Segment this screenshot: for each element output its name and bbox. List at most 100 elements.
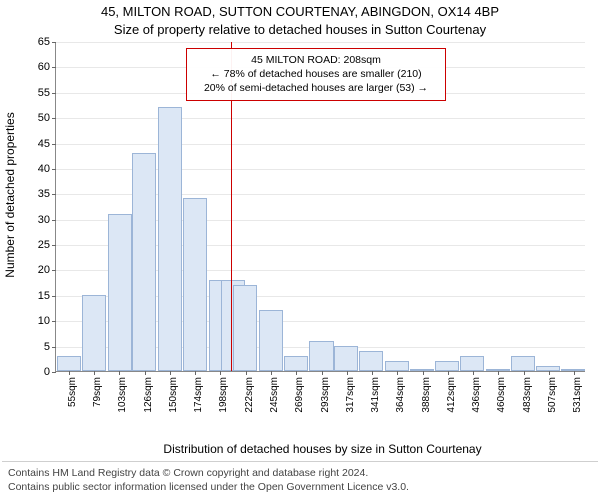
x-tick-mark (423, 371, 424, 375)
histogram-bar (108, 214, 132, 371)
y-tick-label: 55 (38, 87, 50, 99)
gridline (56, 144, 585, 145)
annotation-box: 45 MILTON ROAD: 208sqm ← 78% of detached… (186, 48, 446, 101)
x-tick-label: 436sqm (471, 377, 482, 413)
histogram-bar (561, 369, 585, 371)
x-tick-label: 222sqm (244, 377, 255, 413)
x-tick-mark (524, 371, 525, 375)
histogram-bar (82, 295, 106, 371)
x-tick-label: 341sqm (370, 377, 381, 413)
histogram-bar (259, 310, 283, 371)
annotation-line2: ← 78% of detached houses are smaller (21… (195, 67, 437, 81)
annotation-line3: 20% of semi-detached houses are larger (… (195, 81, 437, 95)
x-tick-mark (322, 371, 323, 375)
y-tick-mark (52, 42, 56, 43)
gridline (56, 118, 585, 119)
histogram-bar (334, 346, 358, 371)
y-tick-label: 30 (38, 214, 50, 226)
histogram-bar (233, 285, 257, 371)
y-tick-label: 45 (38, 138, 50, 150)
histogram-bar (309, 341, 333, 371)
x-tick-mark (246, 371, 247, 375)
x-tick-mark (94, 371, 95, 375)
x-tick-mark (195, 371, 196, 375)
histogram-bar (57, 356, 81, 371)
x-tick-label: 126sqm (143, 377, 154, 413)
x-tick-label: 55sqm (67, 377, 78, 407)
y-tick-mark (52, 270, 56, 271)
y-tick-label: 60 (38, 61, 50, 73)
y-tick-mark (52, 220, 56, 221)
histogram-bar (284, 356, 308, 371)
histogram-bar (460, 356, 484, 371)
histogram-bar (511, 356, 535, 371)
histogram-bar (183, 198, 207, 371)
x-tick-mark (145, 371, 146, 375)
footer-line2: Contains public sector information licen… (8, 480, 592, 494)
x-tick-label: 103sqm (117, 377, 128, 413)
gridline (56, 42, 585, 43)
y-tick-mark (52, 93, 56, 94)
x-tick-label: 317sqm (345, 377, 356, 413)
x-tick-label: 531sqm (572, 377, 583, 413)
x-tick-label: 364sqm (395, 377, 406, 413)
x-tick-label: 150sqm (168, 377, 179, 413)
footer-line1: Contains HM Land Registry data © Crown c… (8, 466, 592, 480)
y-tick-mark (52, 118, 56, 119)
histogram-bar (132, 153, 156, 371)
x-tick-mark (574, 371, 575, 375)
annotation-line1: 45 MILTON ROAD: 208sqm (195, 53, 437, 67)
plot-area: 0510152025303540455055606555sqm79sqm103s… (55, 42, 585, 372)
y-tick-mark (52, 347, 56, 348)
histogram-bar (435, 361, 459, 371)
x-tick-label: 507sqm (547, 377, 558, 413)
y-tick-label: 50 (38, 112, 50, 124)
x-tick-mark (498, 371, 499, 375)
chart-title-line1: 45, MILTON ROAD, SUTTON COURTENAY, ABING… (0, 4, 600, 19)
x-tick-mark (296, 371, 297, 375)
x-tick-label: 198sqm (218, 377, 229, 413)
x-tick-label: 79sqm (92, 377, 103, 407)
histogram-bar (385, 361, 409, 371)
x-tick-label: 460sqm (496, 377, 507, 413)
histogram-bar (536, 366, 560, 371)
x-tick-mark (271, 371, 272, 375)
y-tick-mark (52, 169, 56, 170)
x-tick-mark (473, 371, 474, 375)
x-tick-mark (397, 371, 398, 375)
x-tick-label: 483sqm (522, 377, 533, 413)
y-tick-mark (52, 67, 56, 68)
x-tick-mark (69, 371, 70, 375)
x-tick-label: 293sqm (320, 377, 331, 413)
histogram-bar (359, 351, 383, 371)
y-tick-label: 35 (38, 188, 50, 200)
x-tick-label: 388sqm (421, 377, 432, 413)
y-tick-label: 65 (38, 36, 50, 48)
x-tick-mark (170, 371, 171, 375)
y-tick-mark (52, 296, 56, 297)
y-tick-label: 10 (38, 315, 50, 327)
x-tick-mark (119, 371, 120, 375)
y-tick-label: 15 (38, 290, 50, 302)
x-tick-mark (347, 371, 348, 375)
y-tick-mark (52, 372, 56, 373)
y-tick-label: 40 (38, 163, 50, 175)
x-tick-label: 245sqm (269, 377, 280, 413)
y-tick-label: 0 (44, 366, 50, 378)
x-tick-mark (372, 371, 373, 375)
x-tick-mark (448, 371, 449, 375)
histogram-bar (158, 107, 182, 371)
chart-title-line2: Size of property relative to detached ho… (0, 22, 600, 37)
y-tick-label: 25 (38, 239, 50, 251)
y-tick-mark (52, 245, 56, 246)
y-tick-label: 5 (44, 341, 50, 353)
x-tick-mark (549, 371, 550, 375)
x-tick-label: 269sqm (294, 377, 305, 413)
y-tick-mark (52, 194, 56, 195)
y-tick-mark (52, 321, 56, 322)
x-tick-label: 412sqm (446, 377, 457, 413)
x-axis-label: Distribution of detached houses by size … (55, 442, 590, 456)
chart-container: 45, MILTON ROAD, SUTTON COURTENAY, ABING… (0, 0, 600, 500)
footer-attribution: Contains HM Land Registry data © Crown c… (2, 461, 598, 498)
x-tick-label: 174sqm (193, 377, 204, 413)
